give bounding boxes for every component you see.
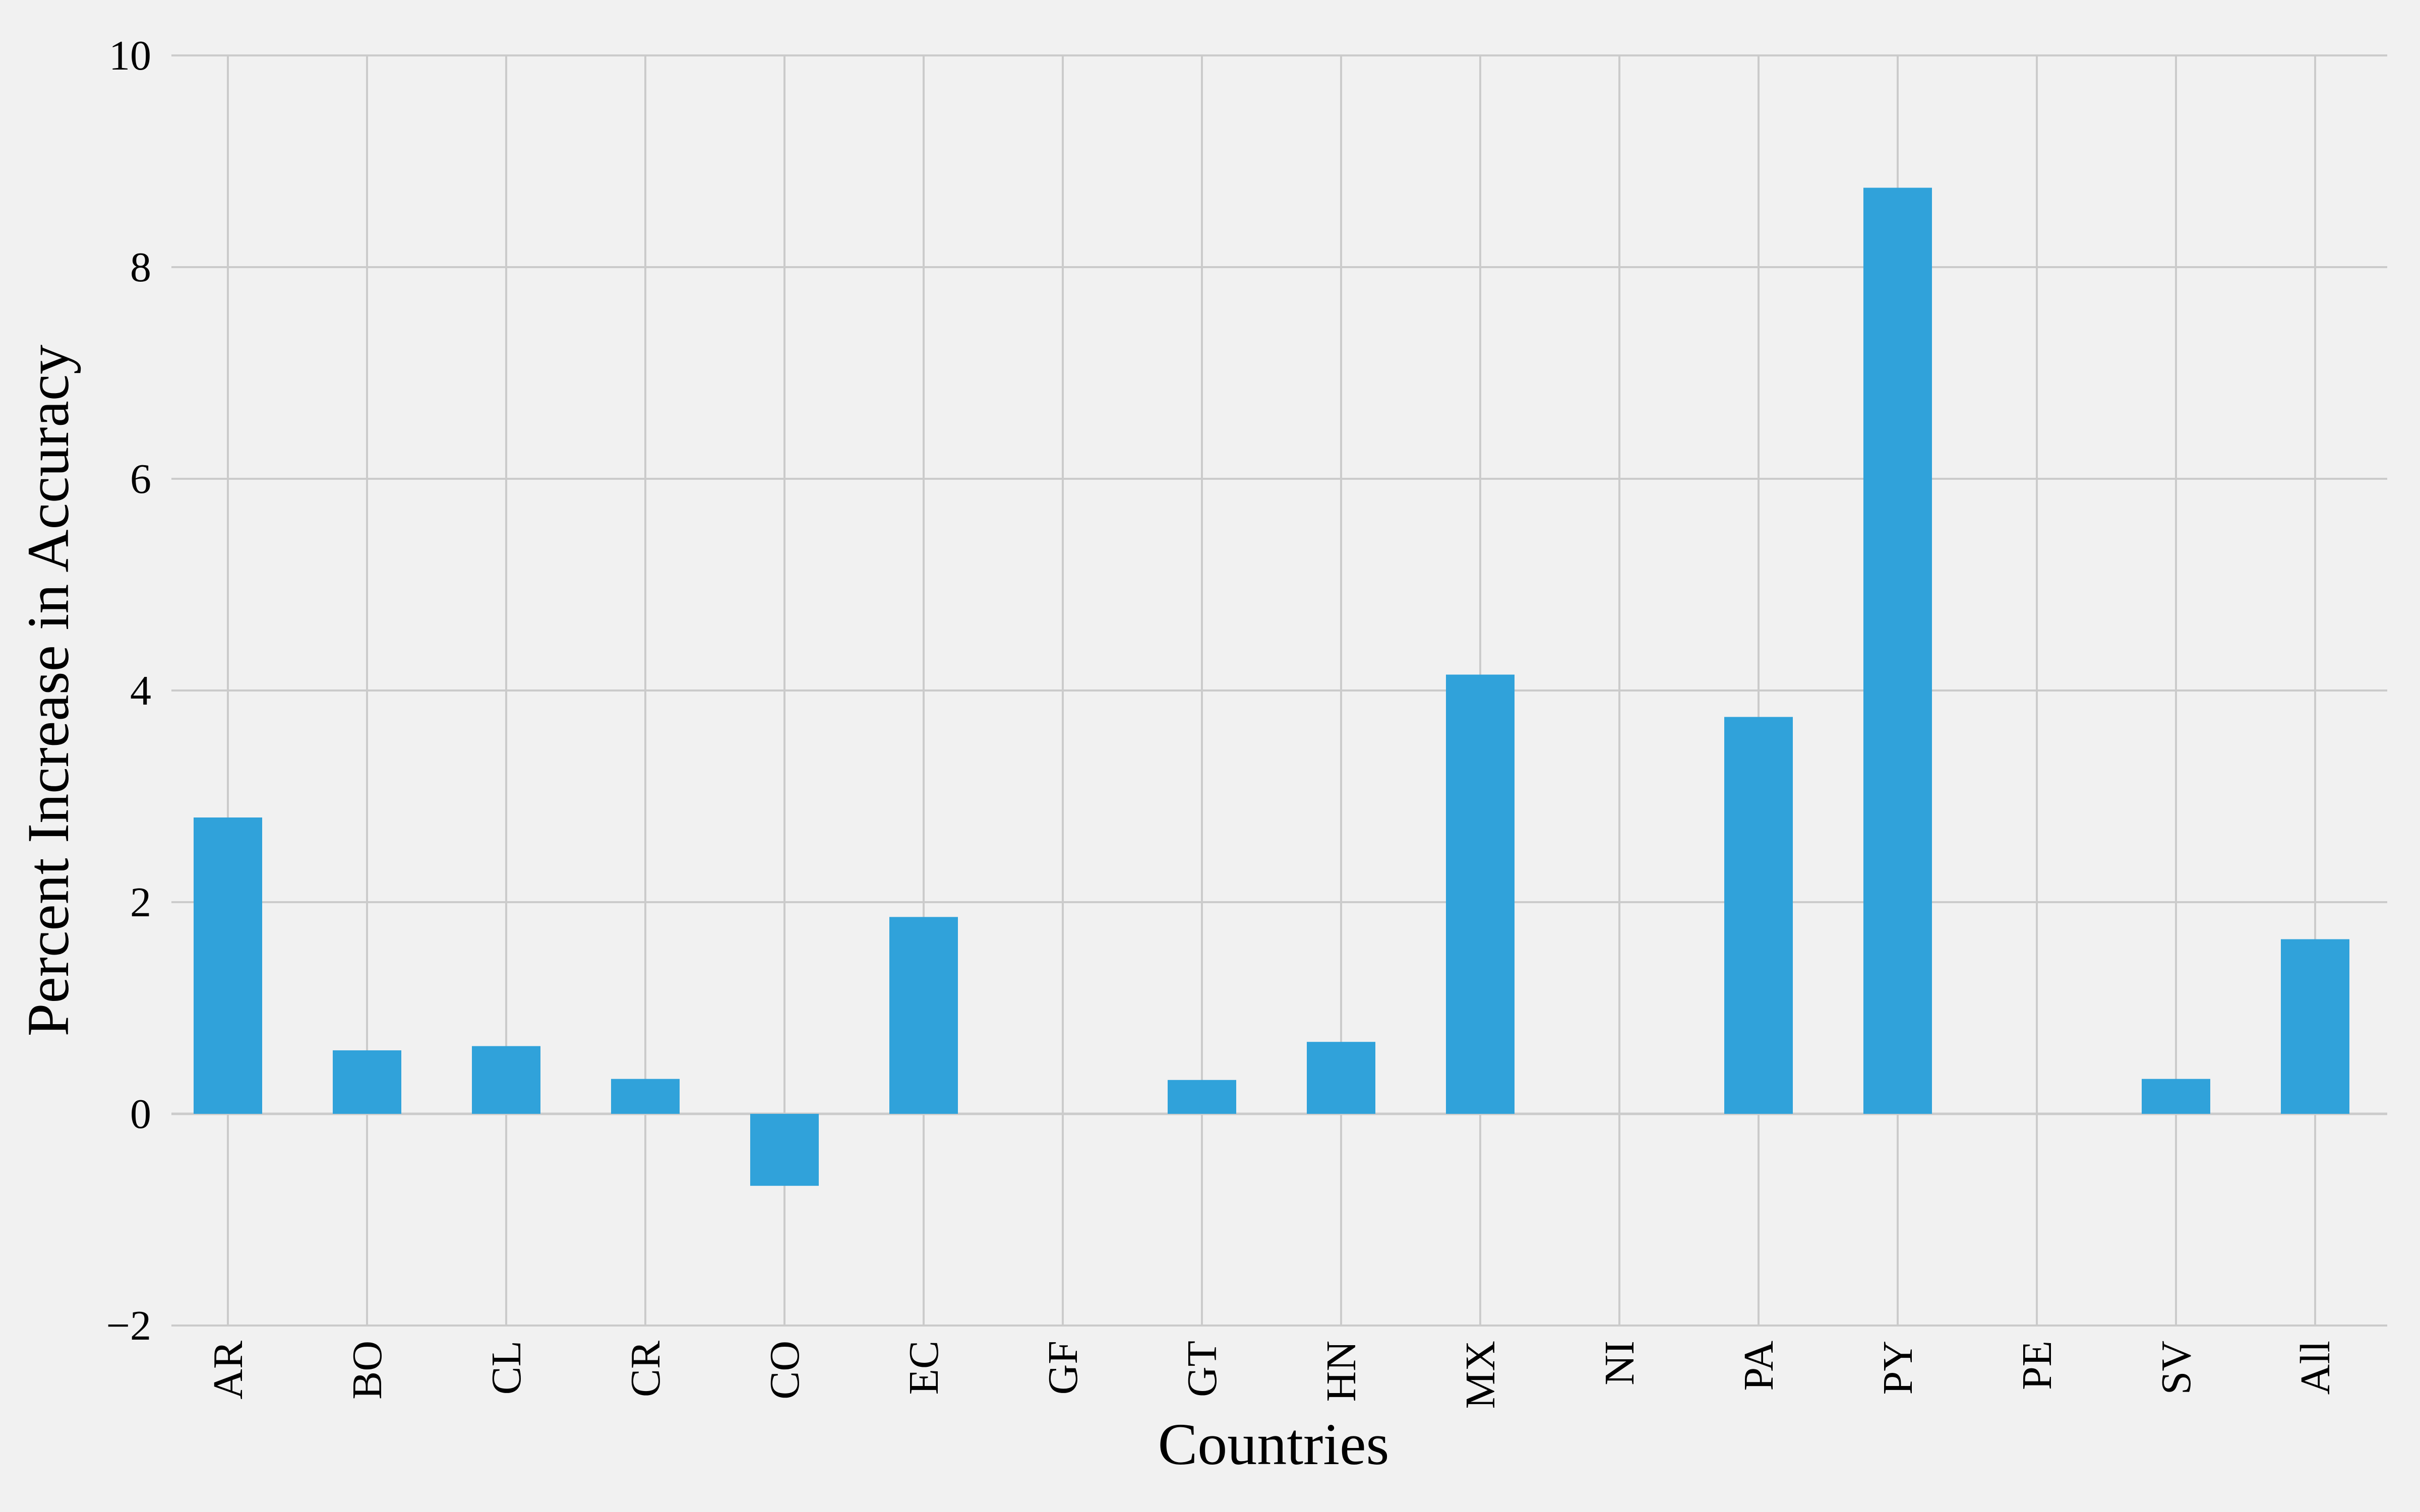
x-tick-label: PA xyxy=(1735,1341,1782,1391)
x-tick-label: GT xyxy=(1179,1341,1226,1397)
bar-co xyxy=(750,1114,819,1186)
y-tick-label: 8 xyxy=(130,244,151,291)
y-tick-label: −2 xyxy=(106,1302,151,1349)
x-tick-label: PE xyxy=(2014,1341,2061,1390)
y-tick-labels: −2 0 2 4 6 8 10 xyxy=(106,32,151,1349)
x-tick-labels: AR BO CL CR CO EC GF GT HN MX NI PA PY PE SV All xyxy=(205,1341,2339,1409)
x-tick-label: GF xyxy=(1040,1341,1086,1395)
x-tick-label: PY xyxy=(1874,1341,1921,1395)
bars-layer xyxy=(194,187,2349,1186)
x-tick-label: CO xyxy=(761,1341,808,1400)
x-tick-label: HN xyxy=(1318,1341,1365,1402)
x-tick-label: All xyxy=(2292,1341,2339,1395)
x-tick-label: MX xyxy=(1457,1341,1504,1409)
bar-bo xyxy=(333,1050,401,1114)
y-axis-title: Percent Increase in Accuracy xyxy=(15,345,81,1037)
bar-all xyxy=(2281,939,2349,1114)
bar-mx xyxy=(1446,674,1515,1114)
bar-hn xyxy=(1307,1042,1375,1114)
bar-pa xyxy=(1724,717,1793,1114)
x-tick-label: AR xyxy=(205,1341,252,1400)
x-tick-label: NI xyxy=(1596,1341,1643,1385)
bar-cr xyxy=(611,1079,680,1114)
bar-py xyxy=(1863,187,1932,1114)
bar-gt xyxy=(1168,1080,1236,1114)
y-tick-label: 0 xyxy=(130,1091,151,1138)
bar-sv xyxy=(2142,1079,2210,1114)
x-tick-label: CL xyxy=(483,1341,530,1395)
bar-cl xyxy=(472,1046,540,1114)
y-tick-label: 2 xyxy=(130,879,151,926)
x-tick-label: BO xyxy=(344,1341,391,1400)
bar-ec xyxy=(889,917,958,1114)
x-tick-label: EC xyxy=(900,1341,947,1395)
x-axis-title: Countries xyxy=(1158,1411,1389,1477)
y-tick-label: 10 xyxy=(109,32,151,79)
bar-ar xyxy=(194,817,262,1114)
x-tick-label: CR xyxy=(622,1341,669,1397)
y-tick-label: 6 xyxy=(130,456,151,502)
x-tick-label: SV xyxy=(2153,1341,2200,1395)
y-tick-label: 4 xyxy=(130,667,151,714)
